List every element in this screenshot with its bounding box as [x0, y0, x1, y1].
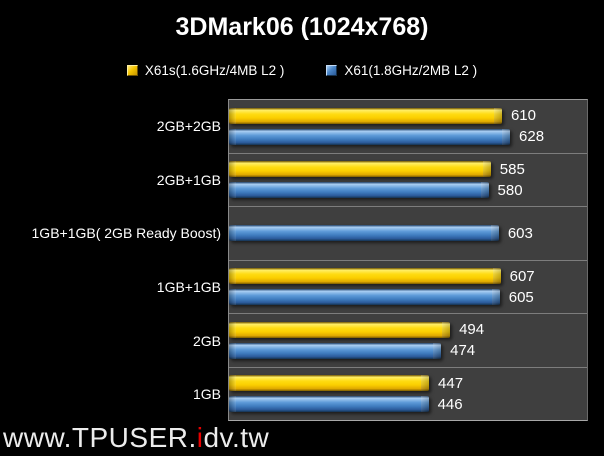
- legend-marker-yellow-icon: [126, 65, 138, 76]
- bar-x61: [229, 128, 511, 145]
- category-label: 1GB+1GB( 2GB Ready Boost): [31, 225, 221, 242]
- bar-x61s: [229, 268, 501, 285]
- bar-x61: [229, 225, 499, 242]
- bar-line: 585: [229, 160, 587, 178]
- legend: X61s(1.6GHz/4MB L2 ) X61(1.8GHz/2MB L2 ): [0, 63, 604, 78]
- bar-x61: [229, 289, 500, 306]
- chart-row: 494 474: [229, 314, 587, 368]
- chart-row: 610 628: [229, 100, 587, 154]
- bar-line: 446: [229, 395, 587, 413]
- legend-item-x61: X61(1.8GHz/2MB L2 ): [326, 63, 477, 78]
- watermark-suffix: dv.tw: [203, 422, 270, 453]
- bar-line: 603: [229, 224, 587, 242]
- bar-x61s: [229, 161, 491, 178]
- chart-row: 585 580: [229, 154, 587, 207]
- category-label: 2GB+1GB: [156, 171, 221, 188]
- bar-x61s: [229, 107, 502, 124]
- legend-item-x61s: X61s(1.6GHz/4MB L2 ): [126, 63, 285, 78]
- value-label: 628: [519, 128, 545, 146]
- category-label: 2GB: [192, 332, 221, 349]
- category-labels: 2GB+2GB 2GB+1GB 1GB+1GB( 2GB Ready Boost) 1…: [0, 99, 221, 421]
- bar-x61: [229, 182, 489, 199]
- bar-line: 474: [229, 342, 587, 360]
- chart-row: 447 446: [229, 368, 587, 421]
- category-label: 1GB+1GB: [156, 278, 221, 295]
- chart-title: 3DMark06 (1024x768): [175, 13, 429, 41]
- value-label: 447: [438, 374, 464, 392]
- watermark: www.TPUSER.idv.tw: [3, 422, 269, 454]
- bar-line: 580: [229, 181, 587, 199]
- bar-line: 494: [229, 321, 587, 339]
- category-label: 1GB: [192, 386, 221, 403]
- legend-label-x61s: X61s(1.6GHz/4MB L2 ): [144, 63, 285, 78]
- chart-row: 603: [229, 207, 587, 261]
- legend-label-x61: X61(1.8GHz/2MB L2 ): [344, 63, 478, 78]
- bar-x61s: [229, 321, 451, 338]
- value-label: 610: [510, 107, 536, 125]
- value-label: 603: [507, 224, 533, 242]
- chart-row: 607 605: [229, 261, 587, 314]
- bar-x61s: [229, 375, 430, 392]
- value-label: 585: [499, 160, 525, 178]
- value-label: 605: [508, 288, 534, 306]
- watermark-prefix: www.TPUSER.: [3, 422, 197, 453]
- value-label: 607: [509, 267, 535, 285]
- bar-line: 447: [229, 374, 587, 392]
- category-label: 2GB+2GB: [156, 117, 221, 134]
- plot-area: 610 628 585 580 603 607 605 494 474 447 446: [228, 99, 588, 421]
- bar-line: 610: [229, 107, 587, 125]
- value-label: 446: [437, 395, 463, 413]
- value-label: 580: [497, 181, 523, 199]
- value-label: 474: [450, 342, 476, 360]
- bar-line: 628: [229, 128, 587, 146]
- bar-x61: [229, 342, 442, 359]
- bar-line: 605: [229, 288, 587, 306]
- bar-x61: [229, 396, 429, 413]
- legend-marker-blue-icon: [326, 65, 338, 76]
- watermark-highlight: i: [196, 422, 204, 453]
- bar-line: 607: [229, 267, 587, 285]
- value-label: 494: [459, 321, 485, 339]
